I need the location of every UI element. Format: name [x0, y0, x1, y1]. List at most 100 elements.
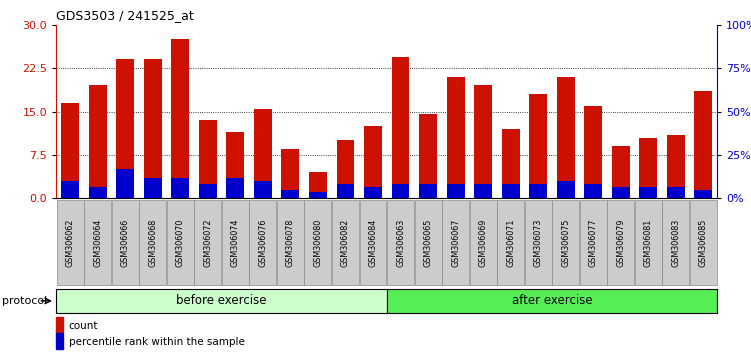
Text: GSM306062: GSM306062 — [65, 218, 74, 267]
Text: protocol: protocol — [2, 296, 47, 306]
FancyBboxPatch shape — [635, 200, 662, 285]
Text: GSM306072: GSM306072 — [204, 218, 213, 267]
Text: GSM306084: GSM306084 — [369, 218, 378, 267]
Bar — [639, 137, 657, 198]
FancyBboxPatch shape — [139, 200, 166, 285]
Text: GSM306081: GSM306081 — [644, 218, 653, 267]
FancyBboxPatch shape — [497, 200, 524, 285]
Bar — [226, 132, 244, 198]
Bar — [391, 57, 409, 198]
Text: GDS3503 / 241525_at: GDS3503 / 241525_at — [56, 9, 194, 22]
Bar — [447, 184, 465, 198]
FancyBboxPatch shape — [387, 200, 414, 285]
FancyBboxPatch shape — [442, 200, 469, 285]
Bar — [639, 187, 657, 198]
Text: percentile rank within the sample: percentile rank within the sample — [68, 337, 245, 347]
Bar — [61, 103, 79, 198]
Bar — [584, 106, 602, 198]
FancyBboxPatch shape — [608, 200, 635, 285]
Bar — [61, 181, 79, 198]
Text: GSM306078: GSM306078 — [286, 218, 295, 267]
Bar — [695, 91, 713, 198]
Bar — [556, 181, 575, 198]
Bar — [116, 59, 134, 198]
Bar — [667, 135, 685, 198]
Text: GSM306063: GSM306063 — [396, 218, 405, 267]
Bar — [474, 85, 492, 198]
FancyBboxPatch shape — [525, 200, 552, 285]
FancyBboxPatch shape — [332, 200, 359, 285]
Bar — [502, 184, 520, 198]
Bar — [282, 149, 300, 198]
Text: GSM306065: GSM306065 — [424, 218, 433, 267]
Text: GSM306067: GSM306067 — [451, 218, 460, 267]
Text: GSM306068: GSM306068 — [148, 218, 157, 267]
Bar — [199, 184, 217, 198]
Bar — [309, 172, 327, 198]
FancyBboxPatch shape — [415, 200, 442, 285]
Bar — [143, 59, 161, 198]
Bar — [447, 77, 465, 198]
Bar — [419, 114, 437, 198]
Bar — [529, 184, 547, 198]
FancyBboxPatch shape — [360, 200, 387, 285]
Bar — [364, 187, 382, 198]
FancyBboxPatch shape — [690, 200, 717, 285]
FancyBboxPatch shape — [469, 200, 496, 285]
FancyBboxPatch shape — [222, 200, 249, 285]
FancyBboxPatch shape — [112, 200, 139, 285]
FancyBboxPatch shape — [662, 200, 689, 285]
Bar — [391, 184, 409, 198]
FancyBboxPatch shape — [277, 200, 304, 285]
Bar — [364, 126, 382, 198]
Bar — [171, 178, 189, 198]
Text: count: count — [68, 321, 98, 331]
Bar — [612, 187, 630, 198]
Bar — [336, 141, 354, 198]
Bar — [254, 181, 272, 198]
Text: GSM306077: GSM306077 — [589, 218, 598, 267]
FancyBboxPatch shape — [552, 200, 579, 285]
FancyBboxPatch shape — [195, 200, 222, 285]
Text: GSM306071: GSM306071 — [506, 218, 515, 267]
Text: GSM306070: GSM306070 — [176, 218, 185, 267]
FancyBboxPatch shape — [249, 200, 276, 285]
Text: GSM306080: GSM306080 — [313, 218, 322, 267]
Bar — [584, 184, 602, 198]
Bar — [116, 169, 134, 198]
Text: GSM306074: GSM306074 — [231, 218, 240, 267]
Bar — [143, 178, 161, 198]
Bar — [171, 39, 189, 198]
Bar — [254, 109, 272, 198]
Text: GSM306085: GSM306085 — [699, 218, 708, 267]
Bar — [309, 193, 327, 198]
Bar — [419, 184, 437, 198]
FancyBboxPatch shape — [167, 200, 194, 285]
Bar — [336, 184, 354, 198]
Bar — [502, 129, 520, 198]
Text: before exercise: before exercise — [176, 295, 267, 307]
Text: GSM306082: GSM306082 — [341, 218, 350, 267]
FancyBboxPatch shape — [84, 200, 111, 285]
Text: GSM306066: GSM306066 — [121, 218, 130, 267]
Bar — [529, 94, 547, 198]
Text: GSM306076: GSM306076 — [258, 218, 267, 267]
Text: GSM306073: GSM306073 — [534, 218, 543, 267]
Bar — [226, 178, 244, 198]
Bar — [667, 187, 685, 198]
Bar — [89, 85, 107, 198]
FancyBboxPatch shape — [56, 200, 83, 285]
Text: after exercise: after exercise — [511, 295, 593, 307]
Bar — [556, 77, 575, 198]
FancyBboxPatch shape — [580, 200, 607, 285]
Bar — [474, 184, 492, 198]
Text: GSM306064: GSM306064 — [93, 218, 102, 267]
Text: GSM306083: GSM306083 — [671, 218, 680, 267]
Bar — [282, 190, 300, 198]
Text: GSM306079: GSM306079 — [617, 218, 626, 267]
Text: GSM306075: GSM306075 — [561, 218, 570, 267]
Text: GSM306069: GSM306069 — [478, 218, 487, 267]
Bar — [89, 187, 107, 198]
Bar — [199, 120, 217, 198]
Bar — [612, 146, 630, 198]
